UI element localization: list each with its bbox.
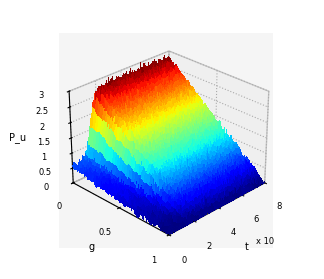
Text: x 10: x 10	[256, 237, 274, 246]
X-axis label: t: t	[245, 242, 249, 252]
Y-axis label: g: g	[88, 242, 95, 252]
